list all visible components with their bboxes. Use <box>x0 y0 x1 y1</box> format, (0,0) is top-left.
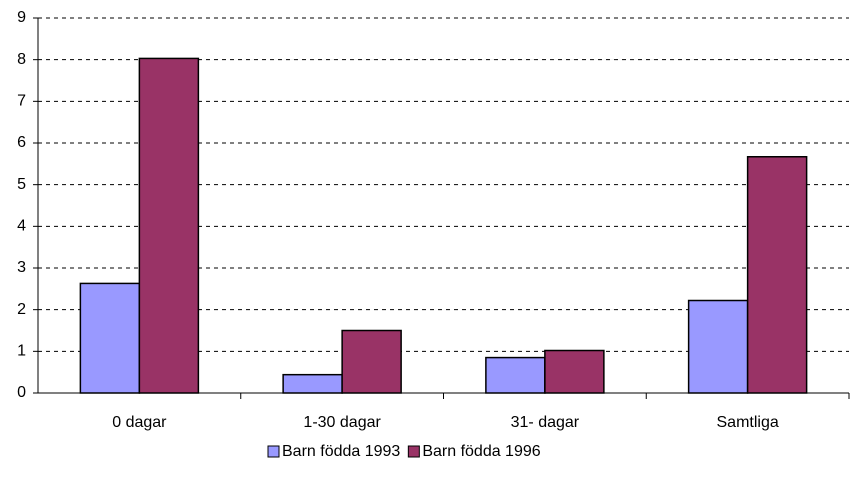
y-tick-label: 7 <box>17 93 26 110</box>
bar <box>341 329 402 394</box>
y-tick-label: 8 <box>17 51 26 68</box>
bar <box>485 356 546 394</box>
y-tick-label: 5 <box>17 176 26 193</box>
x-tick-label: 31- dagar <box>511 414 580 431</box>
legend-swatch <box>267 445 280 458</box>
x-tick-label: Samtliga <box>717 414 779 431</box>
y-tick-label: 9 <box>17 9 26 26</box>
bar <box>79 282 141 394</box>
bar <box>544 349 605 394</box>
y-tick-label: 0 <box>17 384 26 401</box>
bar <box>138 57 200 394</box>
legend-swatch <box>407 445 420 458</box>
y-tick-label: 3 <box>17 259 26 276</box>
bar <box>687 299 749 394</box>
x-tick-label: 1-30 dagar <box>303 414 381 431</box>
y-tick-label: 1 <box>17 343 26 360</box>
x-tick-label: 0 dagar <box>112 414 167 431</box>
y-tick-label: 2 <box>17 301 26 318</box>
bar <box>282 373 343 394</box>
legend-label: Barn födda 1993 <box>282 443 400 460</box>
bar <box>746 156 808 394</box>
y-tick-label: 4 <box>17 218 26 235</box>
legend-label: Barn födda 1996 <box>422 443 540 460</box>
y-tick-label: 6 <box>17 134 26 151</box>
